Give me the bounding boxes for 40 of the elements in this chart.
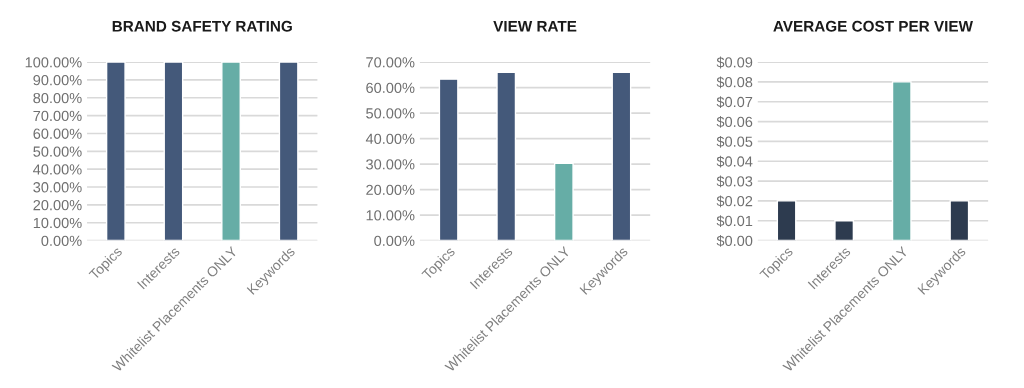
bar	[496, 71, 517, 241]
y-tick-label: $0.00	[716, 235, 753, 247]
y-tick-label: 40.00%	[33, 164, 82, 175]
y-tick-label: $0.09	[716, 56, 753, 69]
y-tick-label: 20.00%	[33, 199, 82, 211]
y-tick-label: 40.00%	[365, 133, 415, 144]
y-tick-label: $0.02	[716, 195, 753, 208]
chart-title: BRAND SAFETY RATING	[112, 20, 292, 32]
y-tick-label: 0.00%	[374, 235, 415, 246]
chart-title: AVERAGE COST PER VIEW	[773, 20, 973, 32]
bar	[834, 220, 855, 241]
y-tick-label: 0.00%	[41, 235, 82, 246]
y-tick-label: 60.00%	[33, 128, 82, 139]
bar	[949, 200, 970, 241]
y-tick-label: 10.00%	[366, 210, 415, 221]
y-tick-label: 70.00%	[33, 110, 82, 122]
y-tick-label: $0.08	[716, 76, 753, 89]
y-tick-label: $0.05	[716, 135, 753, 148]
bar	[891, 81, 912, 241]
bar	[438, 78, 459, 241]
y-tick-label: 30.00%	[366, 159, 415, 170]
y-tick-label: $0.06	[716, 116, 753, 128]
y-tick-label: $0.04	[716, 155, 753, 168]
y-tick-label: $0.07	[716, 96, 753, 109]
y-tick-label: 90.00%	[33, 75, 82, 86]
y-tick-label: 100.00%	[25, 57, 82, 68]
y-tick-label: 50.00%	[33, 146, 82, 157]
y-tick-label: 10.00%	[33, 217, 82, 229]
y-tick-label: $0.01	[716, 215, 753, 228]
y-tick-label: $0.03	[716, 175, 753, 188]
bar	[776, 200, 797, 241]
y-tick-label: 20.00%	[366, 184, 415, 195]
chart-title: VIEW RATE	[493, 21, 577, 32]
bar	[611, 71, 632, 241]
bar	[553, 162, 574, 241]
y-tick-label: 70.00%	[366, 57, 415, 68]
y-tick-label: 60.00%	[366, 82, 415, 93]
y-tick-label: 80.00%	[33, 92, 82, 104]
y-tick-label: 50.00%	[366, 108, 415, 119]
y-tick-label: 30.00%	[33, 182, 82, 193]
